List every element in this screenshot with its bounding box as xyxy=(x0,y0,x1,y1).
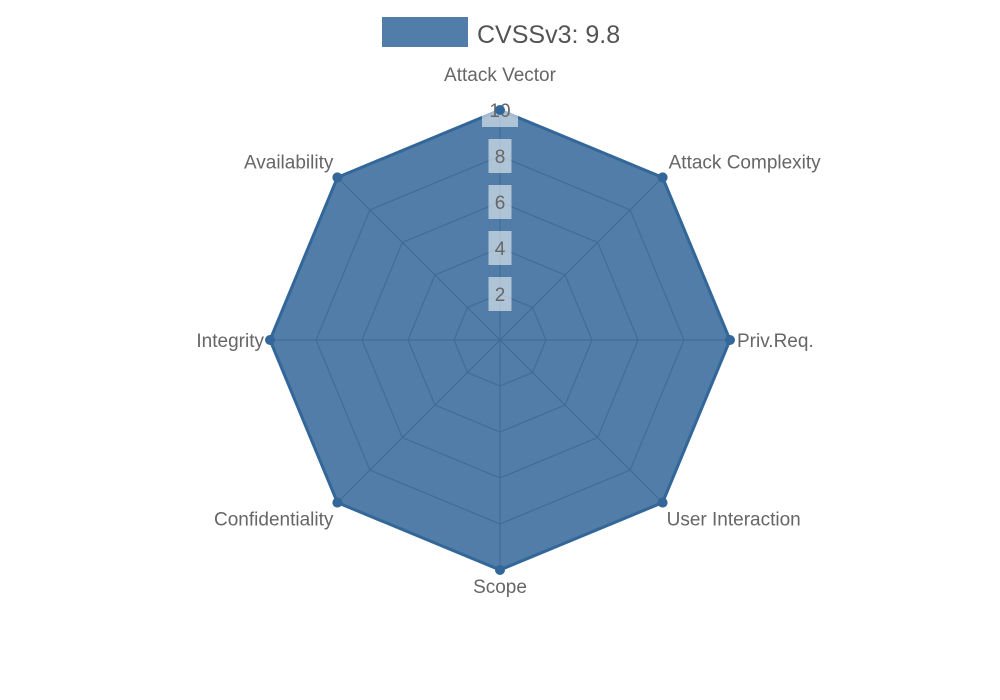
data-dot[interactable] xyxy=(495,565,505,575)
axis-label: User Interaction xyxy=(667,510,801,531)
tick-label-bg xyxy=(488,277,512,311)
tick-label-bg xyxy=(488,139,512,173)
tick-label: 4 xyxy=(495,239,506,260)
axis-label: Confidentiality xyxy=(214,510,334,531)
legend-swatch[interactable] xyxy=(382,17,468,47)
tick-label: 2 xyxy=(495,285,506,306)
legend-label[interactable]: CVSSv3: 9.8 xyxy=(477,21,620,49)
axis-label: Availability xyxy=(244,152,334,173)
tick-label-bg xyxy=(488,231,512,265)
data-dot[interactable] xyxy=(332,497,343,508)
axis-label: Integrity xyxy=(196,331,264,352)
tick-label: 8 xyxy=(495,147,506,168)
data-dot[interactable] xyxy=(495,105,505,115)
data-dot[interactable] xyxy=(725,335,735,345)
data-dot[interactable] xyxy=(265,335,275,345)
data-dot[interactable] xyxy=(657,497,668,508)
tick-label-bg xyxy=(488,185,512,219)
tick-label: 6 xyxy=(495,193,506,214)
axis-label: Attack Vector xyxy=(444,65,557,86)
axis-label: Attack Complexity xyxy=(669,152,822,173)
axis-label: Scope xyxy=(473,577,527,598)
data-dot[interactable] xyxy=(657,172,668,183)
axis-label: Priv.Req. xyxy=(737,331,814,352)
data-dot[interactable] xyxy=(332,172,343,183)
